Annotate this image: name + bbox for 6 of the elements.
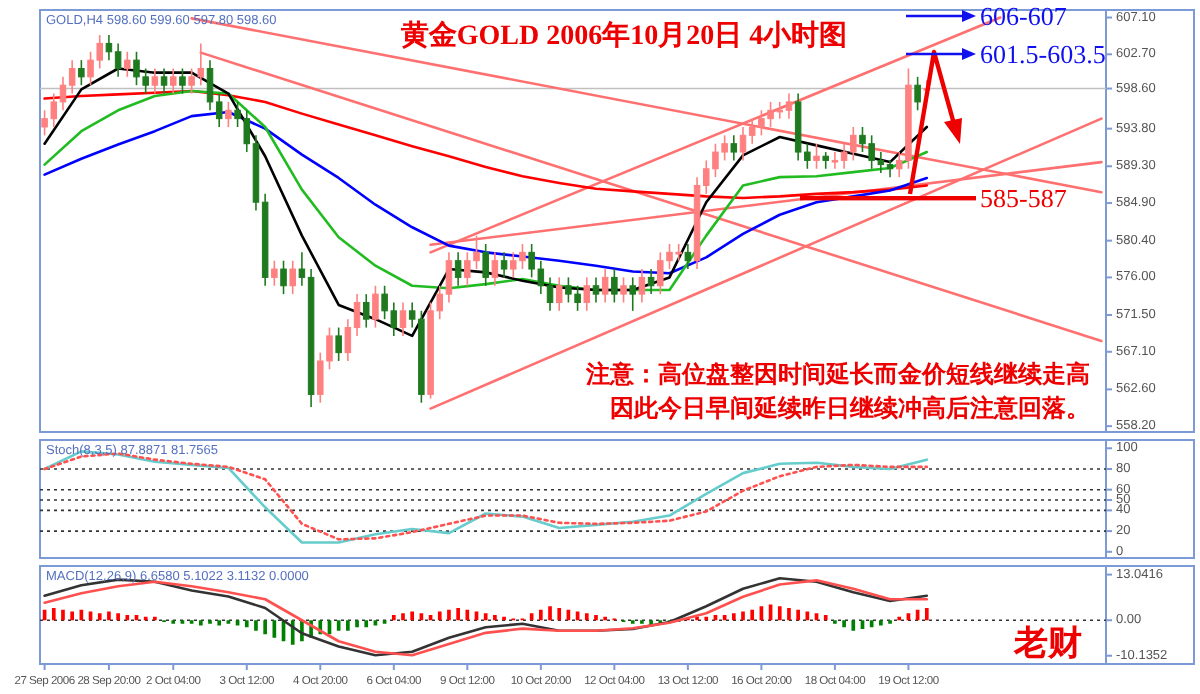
- annotation: 老财: [1012, 624, 1082, 662]
- chart-title: 黄金GOLD 2006年10月20日 4小时图: [398, 20, 848, 52]
- annotation: 601.5-603.5: [980, 39, 1106, 69]
- annotation: 注意：高位盘整因时间延长而金价短线继续走高: [584, 360, 1090, 388]
- annotation: 585-587: [980, 183, 1068, 213]
- annotation: 因此今日早间延续昨日继续冲高后注意回落。: [610, 394, 1090, 422]
